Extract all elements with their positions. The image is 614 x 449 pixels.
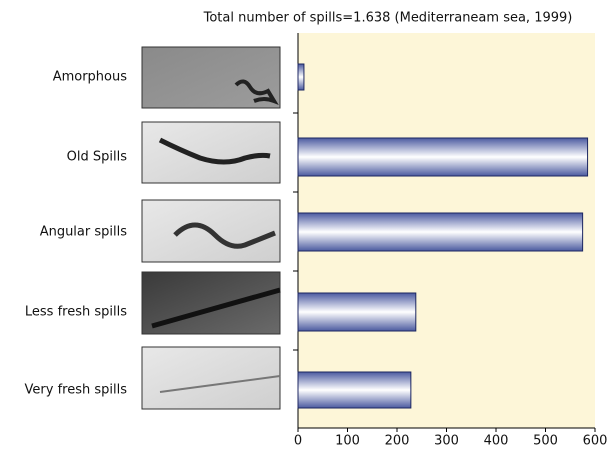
x-tick-label: 200 [385, 434, 410, 449]
x-tick-label: 100 [335, 434, 360, 449]
x-tick-label: 600 [583, 434, 608, 449]
y-tick-label: Very fresh spills [25, 383, 128, 398]
chart-title: Total number of spills=1.638 (Mediterran… [203, 11, 573, 26]
y-tick-label: Less fresh spills [25, 305, 127, 320]
bar [298, 64, 304, 90]
bar [298, 293, 416, 331]
x-tick-label: 0 [294, 434, 302, 449]
bar [298, 372, 411, 408]
y-tick-label: Angular spills [40, 225, 128, 240]
bar [298, 213, 583, 251]
chart: Total number of spills=1.638 (Mediterran… [0, 0, 614, 449]
sample-images [142, 47, 280, 409]
x-tick-label: 400 [484, 434, 509, 449]
x-tick-label: 300 [434, 434, 459, 449]
x-tick-label: 500 [533, 434, 558, 449]
y-tick-label: Amorphous [53, 70, 128, 85]
bar [298, 138, 588, 176]
y-tick-label: Old Spills [67, 150, 128, 165]
